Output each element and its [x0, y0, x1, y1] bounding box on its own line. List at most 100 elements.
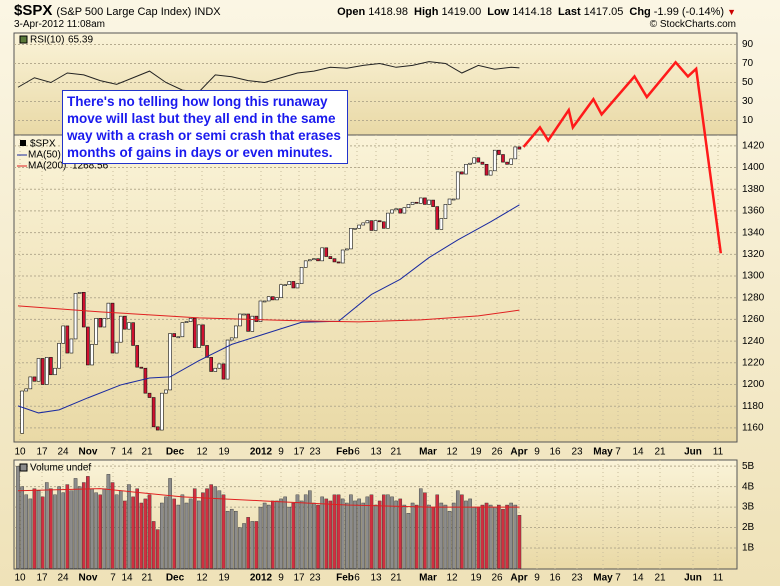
volume-bar	[143, 498, 148, 569]
candle	[139, 366, 144, 369]
candle	[488, 170, 493, 176]
volume-bar	[373, 504, 378, 569]
candle	[394, 208, 398, 211]
header-bottom: 3-Apr-2012 11:08am © StockCharts.com	[14, 19, 736, 30]
volume-bar	[451, 502, 456, 569]
candle	[242, 313, 246, 316]
candle	[336, 261, 341, 264]
volume-bar	[435, 494, 440, 569]
x-tick-label: 7	[615, 573, 621, 584]
x-tick-label: 13	[370, 447, 382, 458]
y-tick-label: 1360	[742, 206, 765, 217]
y-tick-label: 1160	[742, 423, 764, 434]
volume-bar	[40, 496, 45, 569]
symbol: $SPX	[14, 2, 53, 19]
y-tick-label: 1B	[742, 543, 755, 554]
candle	[509, 158, 514, 165]
y-tick-label: 1260	[742, 314, 765, 325]
x-tick-label: 7	[110, 573, 116, 584]
x-tick-label: 9	[534, 447, 540, 458]
candle	[172, 333, 176, 338]
x-tick-label: Apr	[510, 573, 527, 584]
candle	[299, 267, 304, 284]
quote-label: Open	[337, 6, 366, 18]
volume-bar	[258, 506, 263, 569]
x-tick-label: 21	[654, 447, 666, 458]
volume-bar	[110, 482, 115, 569]
x-tick-label: 13	[370, 573, 382, 584]
x-tick-label: 14	[632, 573, 644, 584]
legend-label: $SPX	[30, 139, 56, 150]
candle	[118, 315, 123, 343]
volume-bar	[49, 488, 53, 569]
volume-bar	[102, 488, 107, 569]
candle	[110, 302, 115, 354]
candle	[406, 204, 411, 208]
candle	[143, 367, 148, 394]
volume-bar	[295, 494, 300, 569]
candle	[505, 161, 509, 165]
candle	[127, 322, 131, 330]
candle	[308, 259, 312, 262]
volume-bar	[324, 498, 329, 569]
volume-bar	[517, 515, 522, 569]
candle	[349, 227, 353, 250]
projection-line	[522, 60, 723, 254]
volume-bar	[472, 506, 477, 569]
volume-bar	[468, 498, 472, 569]
volume-bar	[73, 478, 78, 569]
x-tick-label: Mar	[419, 447, 437, 458]
candle	[275, 297, 279, 301]
candle	[480, 161, 485, 165]
volume-bar	[94, 492, 98, 569]
candle	[44, 357, 49, 385]
legend-label: MA(50)	[28, 150, 61, 161]
volume-bar	[386, 494, 390, 569]
candle	[238, 313, 242, 327]
annotation: There's no telling how long this runaway…	[62, 90, 348, 164]
volume-bar	[287, 506, 292, 569]
volume-bar	[308, 490, 312, 569]
volume-bar	[398, 498, 403, 569]
volume-bar	[455, 490, 460, 569]
y-tick-label: 1180	[742, 401, 764, 412]
volume-bar	[332, 494, 337, 569]
volume-bar	[480, 504, 485, 569]
candle	[291, 281, 296, 289]
candle	[328, 256, 333, 259]
x-tick-label: Apr	[510, 447, 527, 458]
volume-bar	[381, 494, 386, 569]
x-tick-label: 10	[14, 573, 26, 584]
y-tick-label: 1400	[742, 162, 765, 173]
x-tick-label: 14	[121, 447, 133, 458]
volume-bar	[328, 500, 333, 569]
candle	[427, 199, 431, 205]
volume-bar	[131, 496, 135, 569]
candle	[205, 345, 209, 358]
candle	[184, 321, 189, 323]
x-tick-label: 17	[36, 447, 48, 458]
moving-average	[17, 305, 520, 323]
volume-bar	[427, 504, 431, 569]
candle	[69, 338, 74, 354]
volume-bar	[423, 492, 427, 569]
quote-value: 1417.05	[583, 6, 624, 18]
candle	[340, 249, 345, 264]
candle	[61, 325, 66, 344]
candle	[381, 221, 386, 229]
candle	[266, 296, 271, 302]
x-tick-label: 6	[354, 573, 360, 584]
volume-bar	[476, 506, 481, 569]
volume-bar	[180, 494, 185, 569]
volume-bar	[217, 490, 222, 569]
x-tick-label: 7	[615, 447, 621, 458]
candle	[94, 318, 98, 345]
candle	[497, 149, 501, 155]
rsi-line	[17, 61, 520, 93]
volume-bar	[509, 502, 514, 569]
x-tick-label: 26	[491, 447, 503, 458]
volume-bar	[184, 502, 189, 569]
quote: Open 1418.98 High 1419.00 Low 1414.18 Last 1417…	[331, 6, 736, 18]
y-tick-label: 5B	[742, 461, 755, 472]
